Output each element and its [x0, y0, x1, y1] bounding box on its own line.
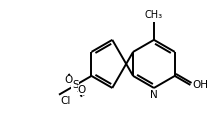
- Text: N: N: [150, 90, 158, 100]
- Text: S: S: [72, 80, 79, 90]
- Text: O: O: [78, 85, 86, 95]
- Text: Cl: Cl: [60, 96, 70, 106]
- Text: OH: OH: [193, 80, 209, 90]
- Text: O: O: [65, 75, 73, 85]
- Text: CH₃: CH₃: [145, 10, 163, 20]
